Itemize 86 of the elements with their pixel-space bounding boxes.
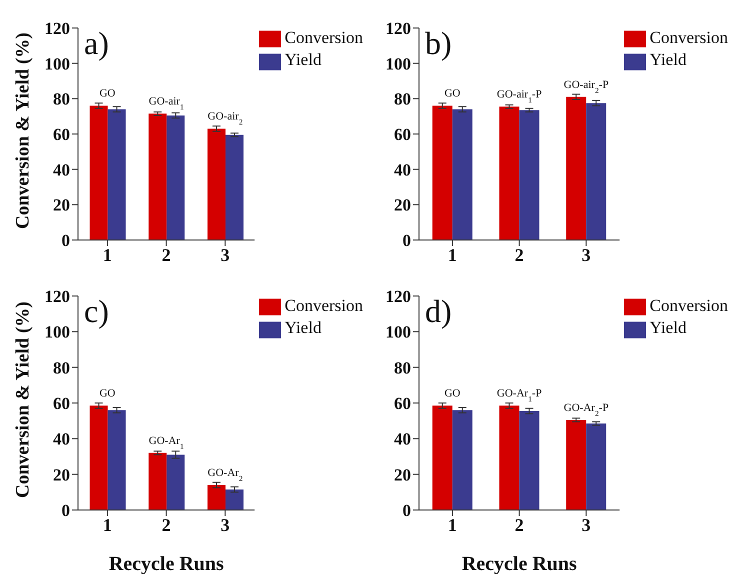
annotation: GO-Ar$_{1}$ — [148, 434, 184, 450]
annotation: GO-Ar$_{1}$-P — [496, 388, 542, 404]
bar — [90, 406, 108, 510]
x-tick-label: 2 — [514, 514, 524, 535]
annotation: GO — [444, 388, 460, 400]
y-tick-label: 0 — [62, 501, 70, 520]
y-axis-title: Conversion & Yield (%) — [12, 32, 34, 229]
bar — [166, 115, 185, 240]
x-tick-label: 3 — [582, 514, 591, 535]
y-tick-label: 100 — [386, 54, 411, 74]
bar — [108, 410, 126, 510]
y-tick-label: 60 — [394, 394, 411, 414]
chart-title: c) — [84, 293, 109, 329]
y-tick-label: 100 — [386, 322, 411, 342]
legend-label: Conversion — [284, 296, 363, 315]
legend-label: Conversion — [284, 28, 363, 47]
annotation: GO-Ar$_{2}$-P — [564, 402, 609, 418]
x-tick-label: 2 — [162, 244, 171, 265]
x-tick-label: 2 — [162, 514, 171, 535]
x-axis-title: Recycle Runs — [462, 553, 578, 574]
legend-label: Yield — [284, 50, 322, 70]
y-tick-label: 120 — [44, 19, 70, 38]
x-tick-label: 1 — [102, 514, 112, 535]
annotation: GO-air$_{1}$-P — [496, 88, 542, 104]
x-tick-label: 1 — [448, 514, 457, 535]
chart-title: d) — [425, 293, 452, 329]
y-tick-label: 120 — [386, 287, 411, 306]
annotation: GO — [99, 388, 116, 400]
bar — [586, 424, 606, 510]
legend-label: Yield — [650, 50, 686, 70]
bar — [226, 489, 244, 510]
y-tick-label: 20 — [394, 465, 411, 484]
chart-title: a) — [84, 25, 109, 61]
legend-label: Conversion — [650, 296, 728, 315]
y-tick-label: 60 — [53, 394, 70, 414]
chart-title: b) — [425, 25, 452, 61]
y-tick-label: 80 — [53, 358, 70, 378]
annotation: GO-Ar$_{2}$ — [208, 467, 243, 483]
bar — [208, 128, 226, 240]
y-tick-label: 120 — [44, 287, 70, 306]
y-tick-label: 60 — [394, 125, 411, 144]
bar — [166, 454, 185, 510]
y-tick-label: 20 — [394, 196, 411, 215]
bar — [208, 485, 226, 510]
y-tick-label: 60 — [53, 125, 70, 144]
bar — [432, 406, 452, 510]
y-tick-label: 40 — [394, 160, 411, 180]
bar — [148, 452, 167, 510]
bar — [499, 406, 520, 510]
y-tick-label: 40 — [394, 430, 411, 449]
bar — [566, 420, 586, 510]
y-tick-label: 100 — [44, 54, 70, 74]
x-tick-label: 1 — [102, 244, 112, 265]
y-axis-title: Conversion & Yield (%) — [12, 302, 34, 498]
legend-label: Yield — [284, 318, 322, 338]
x-axis-title: Recycle Runs — [108, 553, 224, 574]
y-tick-label: 20 — [53, 196, 70, 215]
annotation: GO-air$_{1}$ — [148, 96, 184, 112]
annotation: GO — [444, 88, 460, 100]
x-tick-label: 3 — [220, 514, 230, 535]
x-tick-label: 3 — [582, 244, 591, 265]
y-tick-label: 20 — [53, 465, 70, 484]
bar — [226, 134, 244, 240]
bar — [452, 410, 472, 510]
y-tick-label: 80 — [394, 90, 411, 109]
bar — [90, 106, 108, 240]
y-tick-label: 80 — [53, 90, 70, 109]
bar — [519, 411, 540, 510]
y-tick-label: 40 — [53, 430, 70, 449]
annotation: GO-air$_{2}$ — [208, 110, 243, 126]
bar — [148, 114, 167, 240]
y-tick-label: 80 — [394, 358, 411, 378]
annotation: GO — [99, 88, 116, 100]
x-tick-label: 2 — [514, 244, 524, 265]
y-tick-label: 120 — [386, 19, 411, 38]
y-tick-label: 40 — [53, 160, 70, 180]
bar — [108, 109, 126, 240]
legend-label: Conversion — [650, 28, 728, 47]
y-tick-label: 0 — [402, 501, 411, 520]
x-tick-label: 3 — [220, 244, 230, 265]
y-tick-label: 0 — [402, 231, 411, 250]
legend-label: Yield — [650, 318, 686, 338]
annotation: GO-air$_{2}$-P — [564, 78, 609, 94]
y-tick-label: 0 — [62, 231, 70, 250]
y-tick-label: 100 — [44, 322, 70, 342]
x-tick-label: 1 — [448, 244, 457, 265]
